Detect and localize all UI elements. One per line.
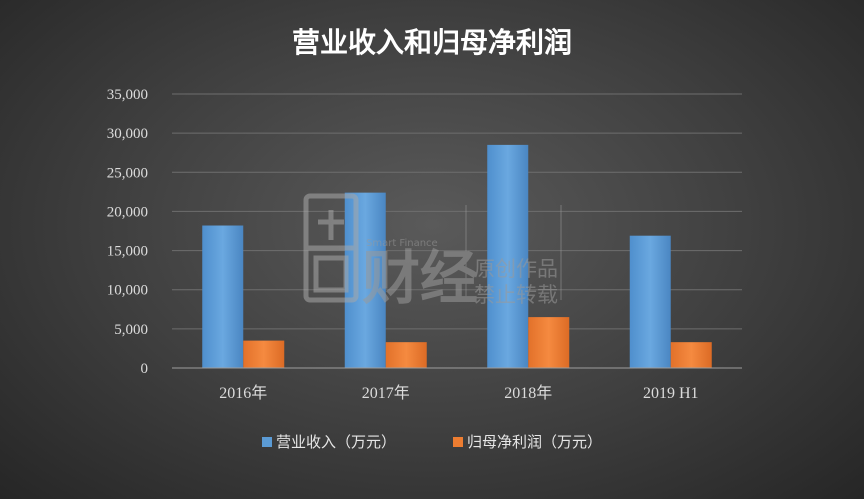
watermark: Smart Finance 财经 原创作品 禁止转载: [303, 193, 562, 312]
watermark-brand: 财经: [362, 244, 478, 312]
legend-swatch-net-profit: [453, 437, 463, 447]
chart-title: 营业收入和归母净利润: [292, 26, 572, 59]
x-category-label: 2019 H1: [643, 385, 699, 402]
bar-revenue: [487, 144, 529, 368]
y-tick-label: 30,000: [107, 126, 148, 142]
legend-label-revenue: 营业收入（万元）: [276, 433, 396, 451]
x-category-label: 2018年: [504, 384, 552, 402]
gridlines: [172, 93, 742, 330]
bars: [202, 144, 712, 368]
bar-revenue: [629, 235, 671, 368]
legend-label-net-profit: 归母净利润（万元）: [467, 433, 602, 451]
y-tick-label: 20,000: [107, 204, 148, 220]
bar-net-profit: [528, 317, 570, 368]
bar-net-profit: [243, 340, 285, 368]
x-axis-categories: 2016年 2017年 2018年 2019 H1: [219, 384, 698, 402]
watermark-en: Smart Finance: [366, 238, 438, 249]
watermark-line2: 禁止转载: [474, 283, 558, 307]
legend: 营业收入（万元） 归母净利润（万元）: [262, 433, 602, 451]
x-category-label: 2017年: [362, 384, 410, 402]
y-tick-label: 15,000: [107, 244, 148, 260]
watermark-line1: 原创作品: [474, 257, 558, 281]
x-category-label: 2016年: [219, 384, 267, 402]
y-tick-label: 10,000: [107, 283, 148, 299]
grid-square-logo-icon: [303, 193, 359, 303]
y-tick-label: 35,000: [107, 87, 148, 103]
y-tick-label: 25,000: [107, 165, 148, 181]
bar-net-profit: [385, 342, 427, 368]
legend-swatch-revenue: [262, 437, 272, 447]
y-tick-label: 0: [141, 361, 149, 377]
y-axis-ticks: 0 5,000 10,000 15,000 20,000 25,000 30,000 35,0…: [107, 87, 148, 377]
bar-revenue: [202, 225, 244, 368]
y-tick-label: 5,000: [114, 322, 148, 338]
bar-net-profit: [670, 342, 712, 368]
bar-revenue: [344, 192, 386, 368]
